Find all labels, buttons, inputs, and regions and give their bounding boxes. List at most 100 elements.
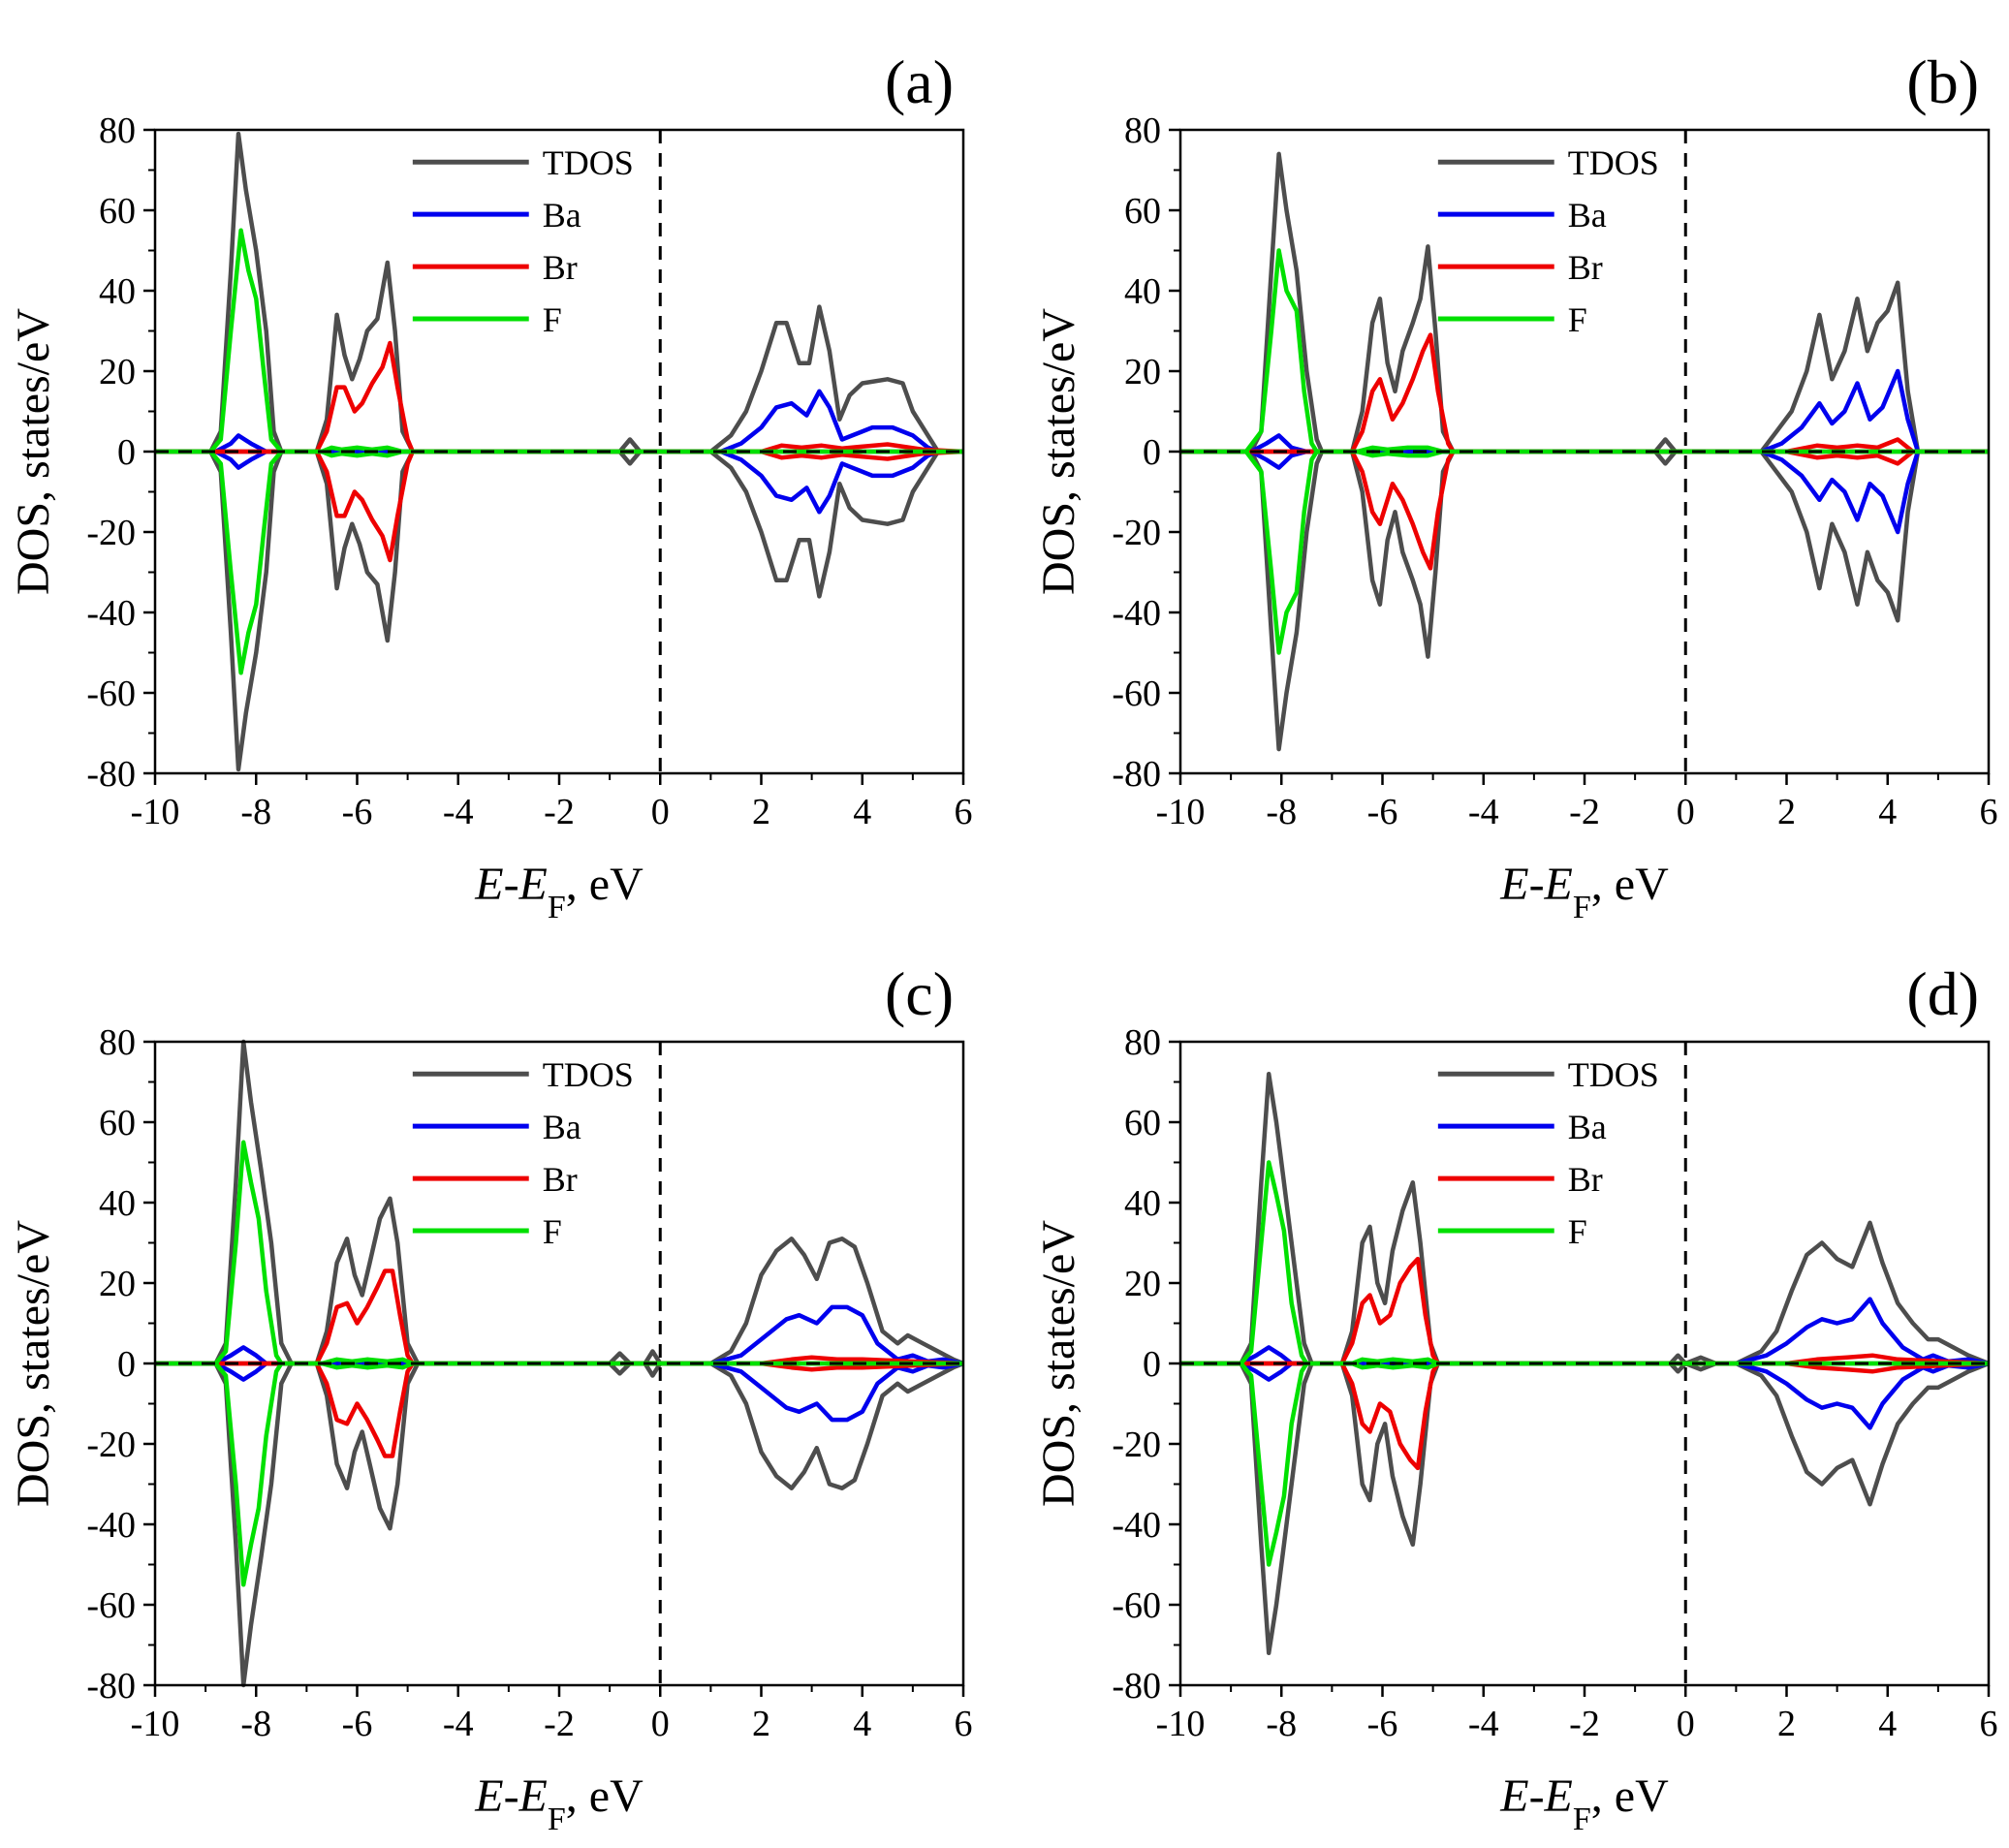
y-tick-label: 20 [1124,352,1161,392]
legend-label-br: Br [543,248,578,287]
legend: TDOS Ba Br F [1437,1055,1659,1251]
series-ba-spin-up [155,1304,964,1366]
y-tick-label: 40 [99,271,136,312]
x-tick-label: 0 [1677,792,1695,832]
series-f-spin-down [155,1361,963,1587]
legend-label-ba: Ba [543,196,581,235]
y-tick-label: -20 [1112,513,1161,553]
y-tick-label: -80 [86,754,136,795]
dos-curves [1180,151,1989,752]
series-tdos-spin-up [1180,151,1989,454]
x-tick-label: 0 [651,1704,670,1744]
x-tick-label: -10 [131,1704,180,1744]
x-title-unit: , eV [1591,1770,1669,1822]
x-title-e: E [474,1770,503,1822]
x-axis-title: E-EF, eV [1499,859,1669,925]
panel-0: (a)-10 -8 -6 -4 -2 0 2 4 6-80-60-40-20020406080D… [8,47,973,925]
y-tick-label: 60 [99,1103,136,1143]
x-tick-label: 4 [853,792,871,832]
y-tick-label: -80 [86,1666,136,1707]
x-tick-label: -8 [240,1704,271,1744]
panel-3: (d)-10 -8 -6 -4 -2 0 2 4 6-80-60-40-20020406080D… [1033,959,1998,1837]
y-tick-label: -40 [1112,1505,1161,1546]
series-tdos-spin-down [155,449,963,772]
x-tick-label: 6 [955,792,973,832]
y-tick-label: 40 [1124,1183,1161,1224]
y-tick-label: 60 [1124,191,1161,232]
legend: TDOS Ba Br F [412,143,634,339]
y-tick-label: 40 [99,1183,136,1224]
x-tick-label: -6 [1367,792,1398,832]
y-tick-label: 80 [99,110,136,151]
x-title-e: E [474,859,503,910]
series-tdos-spin-down [155,1361,964,1688]
x-tick-label: 4 [1878,1704,1897,1744]
series-tdos-spin-up [155,1039,964,1366]
x-tick-label: -2 [544,792,575,832]
series-br-spin-up [155,1269,964,1366]
dos-curves [155,131,964,772]
x-title-e2: E [1544,1770,1573,1822]
y-tick-label: 20 [99,1264,136,1304]
legend-label-ba: Ba [1568,196,1607,235]
series-tdos-spin-down [1180,449,1989,752]
x-tick-label: -10 [1156,1704,1206,1744]
series-tdos-spin-down [1180,1361,1990,1656]
y-tick-label: 0 [1143,1344,1161,1385]
x-tick-label: 0 [1677,1704,1695,1744]
legend-label-f: F [543,300,562,339]
y-tick-label: -60 [86,1585,136,1626]
x-tick-label: -10 [1156,792,1206,832]
y-tick-label: -20 [86,513,136,553]
x-title-e2: E [518,1770,548,1822]
x-tick-label: 4 [1878,792,1897,832]
legend-label-br: Br [1568,248,1603,287]
series-ba-spin-down [155,1361,964,1423]
y-tick-label: 80 [99,1022,136,1063]
series-ba-spin-up [155,389,963,454]
y-tick-label: -80 [1112,754,1161,795]
series-f-spin-up [155,1140,963,1366]
x-tick-label: -6 [342,1704,373,1744]
x-tick-label: -8 [240,792,271,832]
x-title-sub: F [548,890,566,925]
y-axis-title: DOS, states/eV [1033,1220,1084,1507]
series-ba-spin-up [1180,1297,1990,1366]
legend-label-ba: Ba [543,1108,581,1146]
x-tick-label: -2 [1569,1704,1600,1744]
series-br-spin-down [1180,1361,1990,1471]
x-tick-label: -6 [1367,1704,1398,1744]
dos-curves [155,1039,964,1688]
series-f-spin-down [155,449,963,675]
series-br-spin-down [155,1361,964,1458]
x-title-e2: E [518,859,548,910]
series-ba-spin-down [1180,449,1989,535]
x-axis-title: E-EF, eV [1499,1770,1669,1837]
x-tick-label: -10 [131,792,180,832]
x-axis-title: E-EF, eV [474,859,644,925]
y-tick-label: -20 [86,1425,136,1465]
y-tick-label: 60 [1124,1103,1161,1143]
x-tick-label: -2 [1569,792,1600,832]
x-title-unit: , eV [566,859,644,910]
x-title-sub: F [1573,890,1591,925]
x-tick-label: -8 [1266,792,1297,832]
series-br-spin-up [155,340,964,454]
y-tick-label: 20 [1124,1264,1161,1304]
x-title-sub: F [1573,1801,1591,1837]
legend-label-tdos: TDOS [1568,1055,1659,1094]
x-tick-label: 6 [955,1704,973,1744]
series-f-spin-up [1180,1160,1989,1366]
x-title-e2: E [1544,859,1573,910]
x-title-dash: - [504,1770,519,1822]
x-title-unit: , eV [1591,859,1669,910]
series-br-spin-up [1180,1256,1990,1366]
panel-1: (b)-10 -8 -6 -4 -2 0 2 4 6-80-60-40-20020406080D… [1033,47,1998,925]
y-tick-label: -40 [1112,593,1161,634]
legend-label-br: Br [543,1160,578,1199]
legend: TDOS Ba Br F [412,1055,634,1251]
x-title-sub: F [548,1801,566,1837]
x-tick-label: -4 [1468,1704,1499,1744]
series-br-spin-up [1180,332,1989,454]
